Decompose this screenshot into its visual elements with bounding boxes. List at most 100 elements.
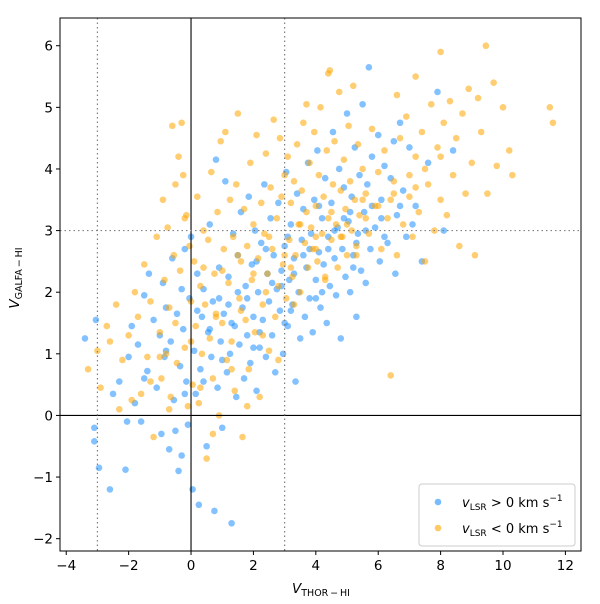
scatter-point	[343, 110, 351, 117]
scatter-point	[183, 378, 190, 385]
scatter-point	[203, 442, 210, 450]
scatter-point	[123, 418, 131, 425]
y-axis-label: VGALFA − HI	[7, 247, 25, 308]
scatter-point	[145, 270, 153, 278]
scatter-point	[359, 100, 366, 108]
scatter-point	[317, 104, 324, 111]
scatter-point	[167, 393, 175, 401]
scatter-point	[275, 282, 282, 290]
scatter-point	[223, 356, 231, 364]
scatter-point	[228, 338, 235, 345]
scatter-point	[265, 233, 273, 241]
scatter-point	[125, 353, 132, 361]
y-tick-label: 3	[44, 224, 53, 240]
scatter-point	[412, 184, 419, 191]
scatter-point	[144, 353, 151, 361]
scatter-point	[106, 338, 114, 345]
scatter-point	[452, 134, 460, 142]
scatter-point	[250, 270, 257, 278]
scatter-point	[443, 211, 451, 219]
scatter-point	[546, 104, 554, 111]
scatter-point	[158, 375, 165, 382]
scatter-point	[109, 390, 117, 398]
scatter-point	[312, 202, 320, 210]
scatter-point	[250, 221, 257, 228]
scatter-point	[204, 236, 212, 244]
scatter-point	[434, 144, 441, 151]
scatter-point	[393, 251, 401, 259]
scatter-point	[314, 258, 321, 265]
scatter-point	[337, 233, 345, 241]
scatter-point	[257, 199, 265, 207]
scatter-point	[181, 214, 189, 222]
scatter-point	[459, 110, 466, 117]
scatter-point	[197, 384, 204, 392]
scatter-point	[165, 446, 173, 453]
scatter-point	[211, 507, 218, 515]
scatter-point	[329, 181, 337, 188]
scatter-point	[222, 177, 229, 185]
scatter-point	[158, 430, 165, 438]
scatter-point	[137, 418, 145, 425]
x-axis-ticks: −4 −2 0 2 4 6 8 10 12	[56, 551, 574, 574]
scatter-point	[181, 344, 189, 351]
scatter-point	[387, 196, 394, 204]
scatter-point	[253, 387, 260, 395]
scatter-point	[209, 430, 217, 438]
scatter-point	[325, 70, 332, 77]
scatter-point	[206, 221, 214, 228]
scatter-point	[328, 199, 335, 207]
legend-label-positive-sub: LSR	[470, 503, 487, 513]
scatter-point	[421, 258, 429, 265]
scatter-point	[225, 273, 232, 281]
scatter-point	[276, 134, 284, 142]
scatter-point	[179, 171, 187, 179]
scatter-point	[374, 131, 382, 139]
y-axis-label-main: V	[7, 298, 23, 309]
scatter-point	[289, 273, 296, 281]
scatter-point	[243, 295, 251, 302]
scatter-point	[301, 239, 309, 247]
scatter-point	[184, 421, 192, 428]
scatter-point	[418, 128, 426, 136]
scatter-point	[342, 205, 349, 213]
scatter-point	[402, 113, 410, 120]
scatter-point	[396, 134, 404, 142]
scatter-point	[271, 369, 279, 376]
scatter-point	[281, 242, 288, 250]
scatter-point	[449, 147, 457, 154]
y-tick-label: −1	[33, 470, 53, 486]
scatter-point	[328, 236, 335, 244]
scatter-point	[206, 335, 214, 342]
scatter-point	[359, 165, 366, 173]
scatter-point	[484, 190, 491, 197]
scatter-point	[399, 221, 407, 228]
scatter-point	[200, 227, 207, 234]
legend-label-negative-var: v	[462, 522, 470, 537]
scatter-point	[173, 359, 181, 367]
scatter-point	[360, 208, 368, 216]
scatter-point	[165, 304, 173, 311]
scatter-point	[237, 258, 245, 265]
scatter-point	[150, 316, 157, 324]
scatter-point	[446, 97, 454, 105]
scatter-point	[296, 288, 304, 296]
scatter-point	[390, 190, 398, 197]
legend-label-positive-var: v	[462, 496, 470, 511]
legend: vLSR > 0 km s−1 vLSR < 0 km s−1	[418, 483, 576, 547]
scatter-point	[226, 196, 234, 204]
scatter-point	[245, 365, 253, 373]
scatter-point	[112, 301, 120, 308]
scatter-point	[325, 245, 332, 253]
scatter-point	[409, 221, 416, 228]
x-axis-label: VTHOR − HI	[292, 581, 350, 599]
scatter-point	[318, 214, 326, 222]
scatter-point	[262, 288, 270, 296]
scatter-point	[267, 184, 274, 191]
scatter-point	[296, 221, 304, 228]
x-tick-label: 8	[436, 558, 445, 574]
scatter-point	[175, 467, 182, 475]
scatter-point	[223, 369, 231, 376]
scatter-point	[415, 208, 423, 216]
